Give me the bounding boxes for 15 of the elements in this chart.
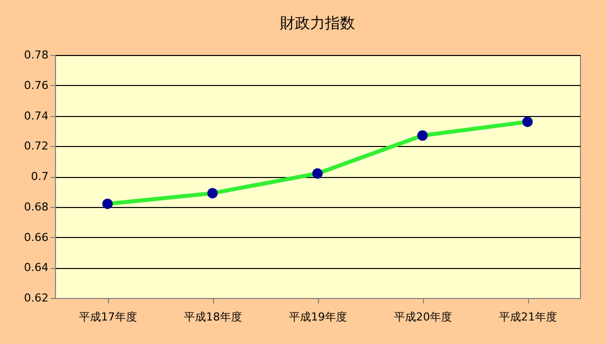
y-tick-label: 0.74 xyxy=(24,109,48,122)
x-tick-label: 平成20年度 xyxy=(394,310,452,324)
y-tick-label: 0.72 xyxy=(24,140,48,153)
x-tick-label: 平成18年度 xyxy=(184,310,242,324)
x-tick-label: 平成21年度 xyxy=(499,310,557,324)
chart-title: 財政力指数 xyxy=(280,14,355,32)
y-tick-label: 0.76 xyxy=(24,78,48,92)
y-tick-label: 0.64 xyxy=(24,261,48,274)
y-tick-label: 0.66 xyxy=(24,230,48,244)
y-tick-label: 0.62 xyxy=(24,292,48,304)
y-tick-label: 0.78 xyxy=(24,48,48,62)
y-tick-label: 0.7 xyxy=(31,170,48,183)
x-tick-label: 平成17年度 xyxy=(79,310,137,324)
x-tick-label: 平成19年度 xyxy=(289,310,347,324)
y-tick-label: 0.68 xyxy=(24,200,48,214)
